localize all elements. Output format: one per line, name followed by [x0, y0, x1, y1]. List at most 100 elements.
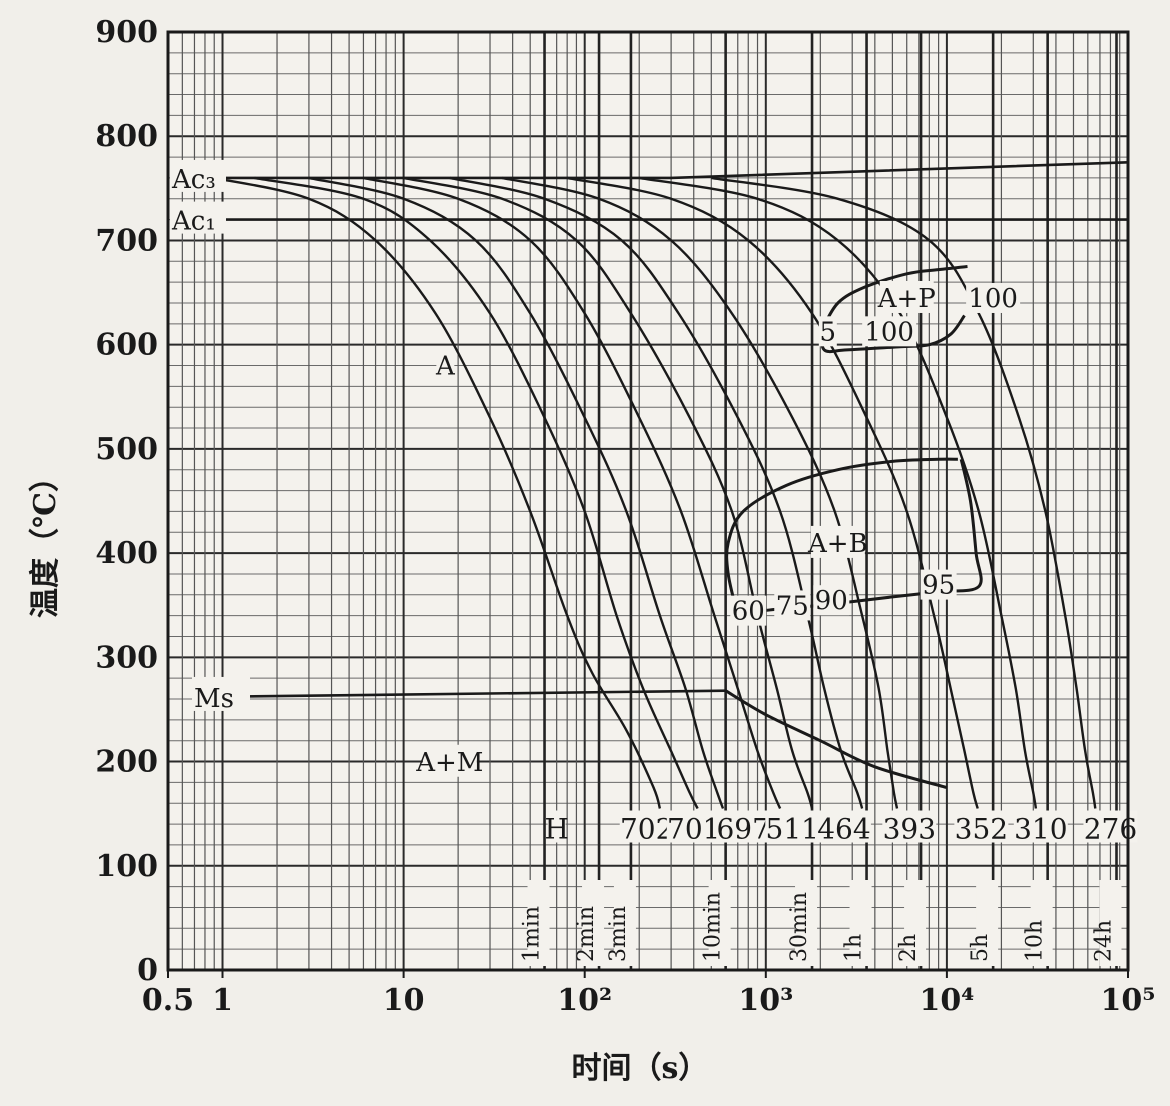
cooling-curve-c8: [566, 176, 979, 809]
hardness-label: 697: [716, 813, 769, 846]
x-tick-label: 10⁴: [919, 983, 974, 1018]
pearlite-start-boundary: [820, 265, 968, 330]
time-marker-label: 1min: [520, 906, 545, 962]
cooling-curve-c9: [638, 176, 1038, 809]
time-marker-label: 5h: [968, 934, 993, 962]
time-marker-label: 10min: [701, 892, 726, 962]
percent-label: 5: [820, 317, 837, 347]
y-tick-label: 300: [95, 640, 158, 675]
axis-ticks: 0 100 200 300 400 500 600 700 800 900 0.5 1 10 10² 10³…: [95, 15, 1155, 1018]
label-plate: [879, 280, 934, 313]
x-tick-label: 0.5: [142, 983, 194, 1018]
label-plate: [422, 744, 477, 777]
hardness-label: 701: [667, 813, 720, 846]
cooling-curve-c2: [254, 176, 699, 810]
label-plate: [765, 810, 820, 843]
y-tick-label: 100: [95, 849, 158, 884]
ac1-label: Ac₁: [171, 207, 216, 237]
x-tick-label: 10³: [738, 983, 793, 1018]
time-marker-bg: [708, 880, 731, 966]
ms-label: Ms: [194, 684, 234, 714]
cooling-curve-c5: [403, 176, 814, 809]
x-tick-label: 10²: [557, 983, 612, 1018]
percent-label: 75: [776, 591, 809, 621]
time-marker-bg: [1030, 880, 1053, 966]
x-tick-label: 1: [212, 983, 233, 1018]
label-plate: [818, 316, 837, 347]
percent-label: 90: [815, 586, 848, 616]
bainite-start-boundary: [725, 457, 958, 616]
ac3-label: Ac₃: [171, 165, 216, 195]
y-tick-label: 700: [95, 223, 158, 258]
label-plate: [619, 810, 674, 843]
time-marker-label: 30min: [787, 892, 812, 962]
time-marker-bg: [904, 880, 927, 966]
ms-line: [199, 689, 726, 699]
time-marker-label: 2h: [896, 934, 921, 962]
label-plate: [862, 316, 917, 347]
y-tick-label: 600: [95, 328, 158, 363]
y-tick-label: 0: [137, 953, 158, 988]
time-marker-label: 1h: [842, 934, 867, 962]
time-marker-bg: [613, 880, 636, 966]
cooling-curve-c4: [363, 176, 782, 809]
pearlite-end-boundary: [820, 314, 966, 354]
percent-label: 100: [864, 317, 914, 347]
y-tick-label: 200: [95, 745, 158, 780]
label-plate: [1013, 810, 1068, 843]
percent-label: 95: [922, 571, 955, 601]
label-plate: [966, 282, 1021, 313]
y-tick-label: 400: [95, 536, 158, 571]
time-marker-label: 24h: [1092, 920, 1117, 962]
label-plate: [716, 810, 771, 843]
region-label: A: [435, 352, 456, 382]
label-plate: [920, 569, 957, 600]
cooling-curve-c7: [501, 176, 899, 809]
region-label: A+B: [807, 529, 868, 559]
y-tick-label: 900: [95, 15, 158, 50]
label-plate: [810, 525, 865, 558]
label-plate: [170, 201, 226, 234]
time-marker-bg: [527, 880, 550, 966]
label-plate: [547, 810, 566, 843]
label-plate: [170, 159, 226, 192]
hardness-label: 702: [620, 813, 673, 846]
ms-drop-boundary: [724, 689, 948, 790]
percent-label: 60: [732, 597, 765, 627]
label-plate: [954, 810, 1009, 843]
hardness-label: H: [544, 813, 568, 846]
label-plate: [774, 590, 811, 621]
cooling-curve-c3: [308, 176, 725, 809]
label-plate: [816, 810, 871, 843]
y-tick-label: 500: [95, 432, 158, 467]
label-plate: [813, 585, 850, 616]
hardness-label: 310: [1014, 813, 1067, 846]
label-plate: [666, 810, 721, 843]
hardness-label: 352: [955, 813, 1008, 846]
label-plate: [882, 810, 937, 843]
time-marker-bg: [582, 880, 605, 966]
cooling-curve-c10: [711, 176, 1097, 809]
region-label: A+M: [415, 748, 483, 778]
cooling-curves: [213, 176, 1097, 810]
time-marker-bg: [849, 880, 872, 966]
y-tick-label: 800: [95, 119, 158, 154]
label-plate: [730, 595, 767, 626]
time-marker-label: 2min: [574, 906, 599, 962]
time-marker-label: 3min: [606, 906, 631, 962]
label-plate: [436, 348, 455, 381]
hardness-label: 464: [817, 813, 870, 846]
x-tick-label: 10⁵: [1101, 983, 1156, 1018]
y-axis-title: 温度（℃）: [28, 462, 63, 618]
hardness-label: 511: [766, 813, 819, 846]
cooling-curve-c1: [213, 176, 662, 809]
time-marker-bg: [1099, 880, 1122, 966]
percent-label: 100: [968, 284, 1018, 314]
time-marker-bg: [795, 880, 818, 966]
label-plate: [192, 676, 250, 711]
grid: [167, 31, 1128, 971]
time-marker-label: 10h: [1023, 920, 1048, 962]
time-marker-bg: [976, 880, 999, 966]
